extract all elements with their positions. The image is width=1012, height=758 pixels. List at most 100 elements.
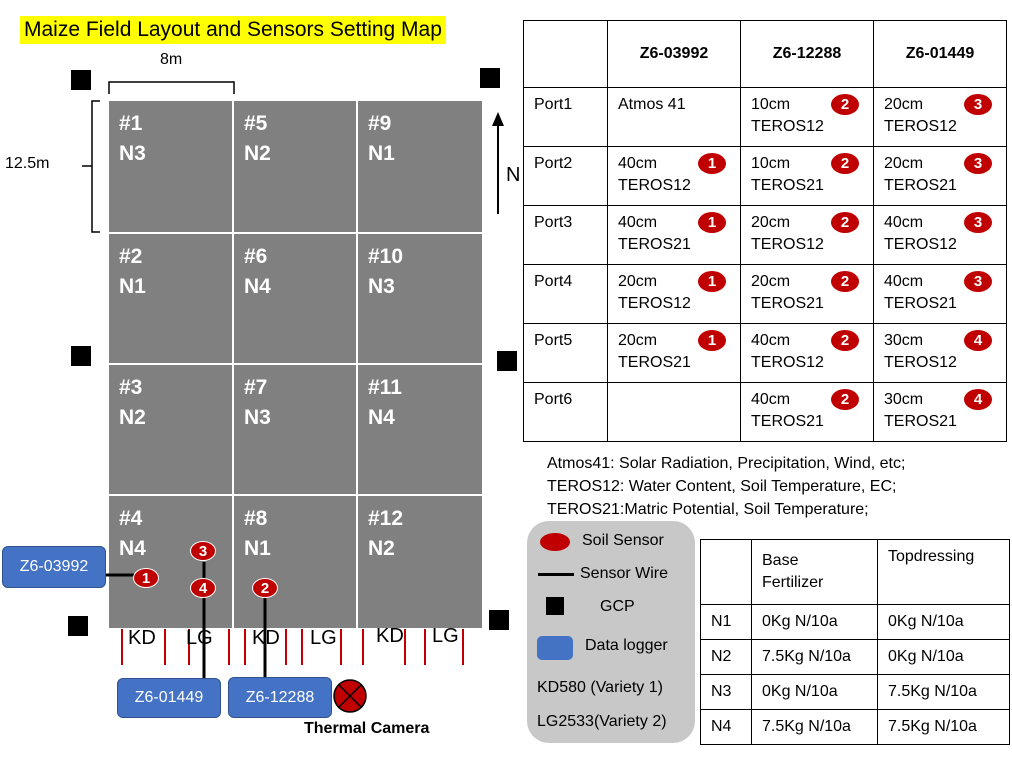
crop-row-line xyxy=(362,629,364,665)
sensor-wires xyxy=(92,562,267,682)
sensor-depth: 20cm xyxy=(751,214,791,231)
sensor-cell xyxy=(607,382,741,442)
north-label: N xyxy=(506,164,521,186)
crop-row-line xyxy=(164,629,166,665)
gcp-marker xyxy=(71,346,91,366)
plot: #3 N2 xyxy=(108,364,233,495)
plot-id: #10 xyxy=(368,245,404,268)
port-cell: Port3 xyxy=(523,205,608,265)
page-title: Maize Field Layout and Sensors Setting M… xyxy=(20,16,446,44)
sensor-cell: 20cm TEROS12 1 xyxy=(607,264,741,324)
legend-soil-sensor: Soil Sensor xyxy=(582,532,664,549)
port-label: Port2 xyxy=(534,155,573,172)
plot-id: #2 xyxy=(119,245,143,268)
variety-label: LG xyxy=(310,627,337,649)
port-cell: Port6 xyxy=(523,382,608,442)
sensor-type: TEROS21 xyxy=(884,295,957,312)
variety-rows xyxy=(108,629,483,665)
sensor-depth: 40cm xyxy=(751,391,791,408)
fert-treatment: N4 xyxy=(700,709,752,745)
sensor-badge: 1 xyxy=(698,271,726,292)
sensor-cell: 20cm TEROS12 3 xyxy=(873,87,1007,147)
sensor-type: TEROS12 xyxy=(751,118,824,135)
sensor-badge: 3 xyxy=(964,271,992,292)
sensor-depth: 20cm xyxy=(884,155,924,172)
variety-label: KD xyxy=(128,627,156,649)
gcp-icon xyxy=(546,597,564,615)
sensor-depth: 10cm xyxy=(751,155,791,172)
sensor-badge: 1 xyxy=(698,330,726,351)
sensor-cell: 40cm TEROS12 1 xyxy=(607,146,741,206)
port-label: Port3 xyxy=(534,214,573,231)
plot: #1 N3 xyxy=(108,100,233,233)
crop-row-line xyxy=(121,629,123,665)
width-bracket xyxy=(108,81,235,94)
port-cell: Port1 xyxy=(523,87,608,147)
logger-z6-12288: Z6-12288 xyxy=(228,677,332,718)
sensor-depth: 20cm xyxy=(618,273,658,290)
fert-header-base: Base Fertilizer xyxy=(751,539,878,605)
sensor-depth: 40cm xyxy=(884,214,924,231)
sensor-cell: 10cm TEROS21 2 xyxy=(740,146,874,206)
sensor-cell: 20cm TEROS21 1 xyxy=(607,323,741,383)
plot-id: #7 xyxy=(244,376,268,399)
variety-label: LG xyxy=(432,625,459,647)
port-header-logger: Z6-12288 xyxy=(740,20,874,88)
plot-nitrogen: N2 xyxy=(119,406,146,429)
plot-id: #9 xyxy=(368,112,392,135)
sensor-depth: Atmos 41 xyxy=(618,96,686,113)
gcp-marker xyxy=(480,68,500,88)
fert-treatment: N1 xyxy=(700,604,752,640)
sensor-cell: 20cm TEROS12 2 xyxy=(740,205,874,265)
sensor-cell: 30cm TEROS21 4 xyxy=(873,382,1007,442)
sensor-type: TEROS21 xyxy=(618,354,691,371)
plot-id: #12 xyxy=(368,507,404,530)
port-label: Port4 xyxy=(534,273,573,290)
sensor-badge: 2 xyxy=(831,330,859,351)
sensor-badge: 3 xyxy=(964,212,992,233)
crop-row-line xyxy=(462,629,464,665)
sensor-type: TEROS12 xyxy=(751,354,824,371)
sensor-type: TEROS12 xyxy=(751,236,824,253)
plot-id: #4 xyxy=(119,507,143,530)
sensor-4: 4 xyxy=(190,578,216,598)
sensor-notes: Atmos41: Solar Radiation, Precipitation,… xyxy=(547,452,905,521)
sensor-depth: 20cm xyxy=(884,96,924,113)
data-logger-icon xyxy=(537,636,573,660)
gcp-marker xyxy=(71,70,91,90)
sensor-type: TEROS21 xyxy=(751,413,824,430)
plot: #5 N2 xyxy=(233,100,357,233)
plot: #8 N1 xyxy=(233,495,357,629)
plot: #7 N3 xyxy=(233,364,357,495)
sensor-badge: 2 xyxy=(831,212,859,233)
sensor-cell: 10cm TEROS12 2 xyxy=(740,87,874,147)
maize-field: #1 N3 #5 N2 #9 N1 #2 N1 #6 N4 #10 N3 #3 N2 #7 N3 #11 N4 #4… xyxy=(108,100,483,629)
sensor-badge: 1 xyxy=(698,153,726,174)
fert-amount: 0Kg N/10a xyxy=(877,604,1010,640)
plot-nitrogen: N3 xyxy=(119,142,146,165)
sensor-type: TEROS12 xyxy=(884,236,957,253)
fert-amount: 0Kg N/10a xyxy=(751,604,878,640)
north-arrow-icon xyxy=(492,112,504,214)
sensor-3: 3 xyxy=(190,541,216,561)
sensor-cell: 40cm TEROS21 2 xyxy=(740,382,874,442)
sensor-depth: 20cm xyxy=(751,273,791,290)
legend-variety-1: KD580 (Variety 1) xyxy=(537,679,663,696)
sensor-cell: 40cm TEROS21 1 xyxy=(607,205,741,265)
sensor-cell: Atmos 41 xyxy=(607,87,741,147)
port-label: Port1 xyxy=(534,96,573,113)
legend-gcp: GCP xyxy=(600,598,635,615)
plot: #10 N3 xyxy=(357,233,483,364)
plot-nitrogen: N1 xyxy=(244,537,271,560)
fert-header-topdressing: Topdressing xyxy=(877,539,1010,605)
plot-id: #8 xyxy=(244,507,268,530)
sensor-type: TEROS21 xyxy=(618,236,691,253)
sensor-badge: 2 xyxy=(831,94,859,115)
sensor-type: TEROS12 xyxy=(884,354,957,371)
variety-label: LG xyxy=(186,627,213,649)
sensor-type: TEROS12 xyxy=(618,295,691,312)
sensor-wire-icon xyxy=(538,573,574,576)
sensor-type: TEROS21 xyxy=(884,177,957,194)
sensor-badge: 3 xyxy=(964,153,992,174)
plot: #6 N4 xyxy=(233,233,357,364)
